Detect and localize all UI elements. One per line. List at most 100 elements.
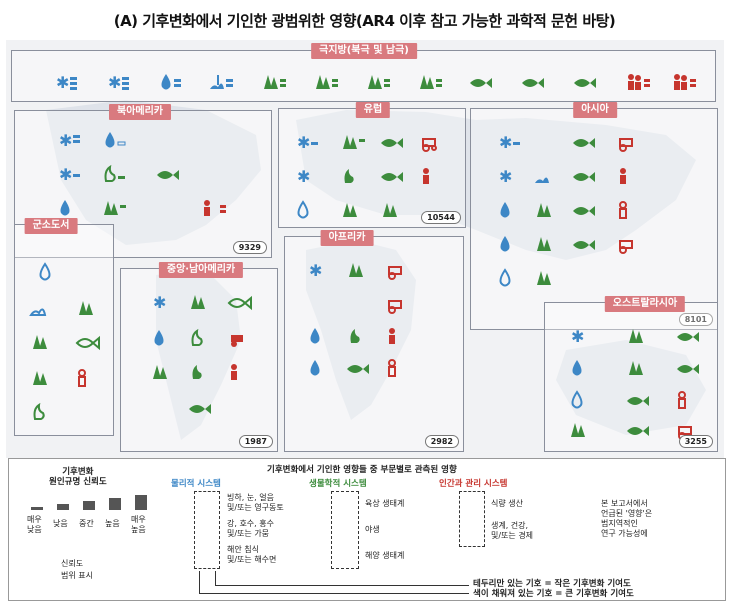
svg-text:✱: ✱ [499, 167, 512, 186]
livelihood-icon [675, 389, 703, 411]
marine-ecosystem-icon [345, 357, 373, 379]
food-production-icon [227, 327, 255, 349]
river-drop-icon [35, 261, 63, 283]
river-drop-icon [495, 233, 523, 255]
confidence-level-label: 높음 [105, 519, 120, 528]
livelihood-icon [385, 357, 413, 379]
marine-ecosystem-icon [571, 233, 599, 255]
connector-line [215, 571, 216, 585]
terrestrial-ecosystem-icon [416, 71, 444, 93]
physical-systems-title: 물리적 시스템 [171, 479, 221, 489]
legend-observed-title: 기후변화에서 기인한 영향들 중 부문별로 관측된 영향 [267, 465, 457, 475]
glacier-icon: ✱ [55, 163, 83, 185]
confidence-level-label: 중간 [79, 519, 94, 528]
marine-ecosystem-icon [187, 397, 215, 419]
connector-line [199, 593, 469, 594]
wildlife-icon [187, 361, 215, 383]
terrestrial-ecosystem-icon [567, 419, 595, 441]
region-africa: 아프리카 ✱ 2982 [284, 230, 464, 452]
confidence-bar [57, 504, 69, 510]
region-label: 군소도서 [24, 218, 78, 234]
river-drop-icon [567, 357, 595, 379]
food-production-icon [419, 131, 447, 153]
marine-ecosystem-icon [75, 331, 103, 353]
livelihood-icon [227, 361, 255, 383]
region-label: 북아메리카 [109, 104, 171, 120]
food-production-icon [385, 259, 413, 281]
glacier-icon: ✱ [293, 131, 321, 153]
river-drop-icon [495, 199, 523, 221]
terrestrial-ecosystem-icon [533, 199, 561, 221]
region-label: 중앙·남아메리카 [158, 262, 244, 278]
livelihood-icon [624, 71, 652, 93]
river-drop-icon [156, 71, 184, 93]
biological-item-label: 육상 생태계 [365, 499, 405, 508]
confidence-bar [83, 501, 95, 510]
svg-text:✱: ✱ [56, 73, 69, 92]
coastal-erosion-icon [533, 165, 561, 187]
physical-item-label: 빙하, 눈, 얼음 및/또는 영구동토 [227, 493, 284, 512]
region-label: 아시아 [573, 102, 617, 118]
filled-note: 색이 채워져 있는 기호 = 큰 기후변화 기여도 [473, 589, 634, 599]
terrestrial-ecosystem-icon [533, 267, 561, 289]
wildlife-icon [187, 327, 215, 349]
region-label: 아프리카 [320, 230, 374, 246]
terrestrial-ecosystem-icon [312, 71, 340, 93]
river-drop-icon [305, 357, 333, 379]
marine-ecosystem-icon [468, 71, 496, 93]
svg-text:✱: ✱ [571, 327, 584, 346]
reference-count: 1987 [238, 435, 273, 448]
terrestrial-ecosystem-icon [149, 361, 177, 383]
outline-note: 테두리만 있는 기호 = 작은 기후변화 기여도 [473, 579, 631, 589]
livelihood-icon [419, 165, 447, 187]
confidence-mark-label: 신뢰도 [61, 559, 84, 568]
marine-ecosystem-icon [379, 165, 407, 187]
svg-text:✱: ✱ [309, 261, 322, 280]
page-title: (A) 기후변화에서 기인한 광범위한 영향(AR4 이후 참고 가능한 과학적… [113, 12, 616, 30]
confidence-bar [31, 507, 43, 510]
glacier-icon: ✱ [104, 71, 132, 93]
confidence-level-label: 매우 낮음 [27, 515, 42, 534]
glacier-icon: ✱ [55, 129, 83, 151]
human-item-label: 생계, 건강, 및/또는 경제 [491, 521, 534, 540]
glacier-icon: ✱ [495, 131, 523, 153]
terrestrial-ecosystem-icon [379, 199, 407, 221]
reference-count: 3255 [678, 435, 713, 448]
svg-text:✱: ✱ [108, 73, 121, 92]
confidence-bar [109, 498, 121, 510]
terrestrial-ecosystem-icon [364, 71, 392, 93]
wildlife-icon [29, 401, 57, 423]
terrestrial-ecosystem-icon [339, 199, 367, 221]
confidence-mark-label: 범위 표시 [61, 571, 93, 580]
svg-text:✱: ✱ [297, 167, 310, 186]
terrestrial-ecosystem-icon [345, 259, 373, 281]
region-label: 오스트랄라시아 [604, 296, 686, 312]
river-drop-icon [55, 197, 83, 219]
human-item-label: 식량 생산 [491, 499, 523, 508]
confidence-level-label: 낮음 [53, 519, 68, 528]
connector-line [199, 571, 200, 593]
world-map-background [46, 100, 706, 440]
marine-ecosystem-icon [379, 131, 407, 153]
glacier-icon: ✱ [567, 325, 595, 347]
glacier-icon: ✱ [495, 165, 523, 187]
river-drop-icon [100, 129, 128, 151]
livelihood-icon [200, 197, 228, 219]
world-map: 극지방(북극 및 남극) ✱ ✱ 북아메리카 ✱ ✱ 9329 유럽 ✱ ✱ [6, 40, 724, 458]
food-production-icon [616, 233, 644, 255]
legend-panel: 기후변화 원인규명 신뢰도 매우 낮음 낮음 중간 높음 매우 높음 신뢰도 범… [8, 458, 726, 601]
region-label: 극지방(북극 및 남극) [311, 43, 417, 59]
marine-ecosystem-icon [155, 163, 183, 185]
reference-count: 9329 [232, 241, 267, 254]
river-drop-icon [567, 389, 595, 411]
livelihood-icon [75, 367, 103, 389]
region-polar: 극지방(북극 및 남극) ✱ ✱ [11, 43, 716, 102]
glacier-icon: ✱ [305, 259, 333, 281]
physical-item-label: 강, 호수, 홍수 및/또는 가뭄 [227, 519, 274, 538]
livelihood-icon [616, 165, 644, 187]
physical-outline-box [194, 491, 220, 569]
food-production-icon [616, 131, 644, 153]
svg-text:✱: ✱ [59, 165, 72, 184]
coastal-erosion-icon [208, 71, 236, 93]
region-label: 유럽 [355, 102, 391, 118]
